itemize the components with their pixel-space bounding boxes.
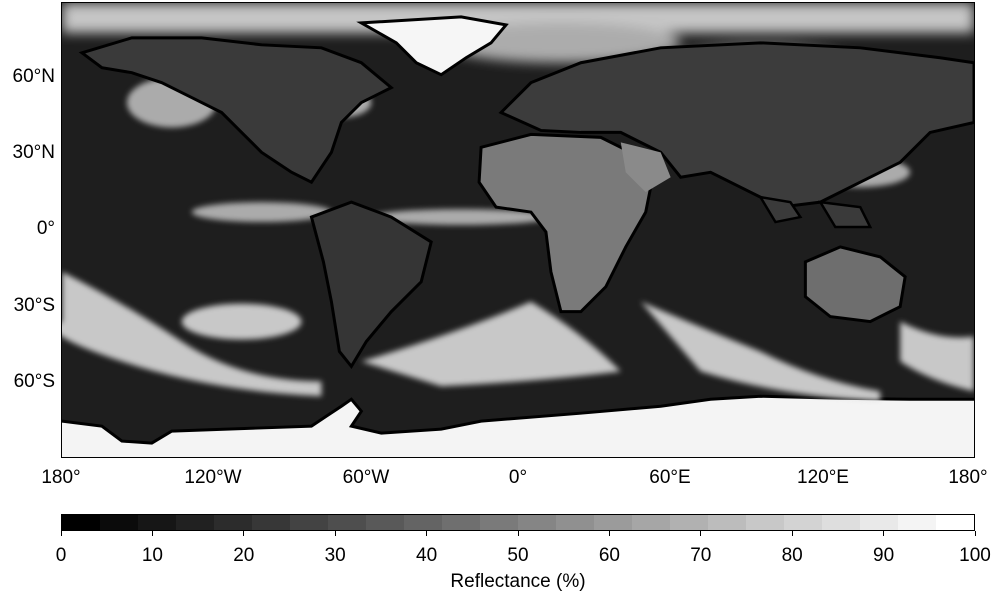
lon-label-120w: 120°W bbox=[184, 467, 242, 488]
colorbar-bin bbox=[366, 515, 404, 530]
colorbar-bin bbox=[784, 515, 822, 530]
maritime-islands bbox=[758, 195, 873, 229]
colorbar-tick-mark bbox=[60, 531, 62, 536]
lat-label-30n: 30°N bbox=[12, 142, 55, 163]
colorbar-bin bbox=[62, 515, 100, 530]
colorbar-bin bbox=[100, 515, 138, 530]
southern-cloud-bands bbox=[62, 271, 974, 402]
colorbar-bin bbox=[822, 515, 860, 530]
africa bbox=[477, 132, 653, 314]
colorbar-bin bbox=[670, 515, 708, 530]
map-image bbox=[62, 3, 974, 457]
colorbar-bin bbox=[594, 515, 632, 530]
lon-label-60w: 60°W bbox=[342, 467, 390, 488]
australia bbox=[803, 245, 907, 324]
colorbar-bin bbox=[252, 515, 290, 530]
lon-label-120e: 120°E bbox=[797, 467, 849, 488]
colorbar-tick-mark bbox=[700, 531, 702, 536]
arabia bbox=[620, 142, 671, 193]
colorbar-bin bbox=[518, 515, 556, 530]
eurasia bbox=[498, 41, 974, 209]
colorbar-tick-label: 10 bbox=[141, 545, 163, 566]
colorbar-label: Reflectance (%) bbox=[450, 571, 586, 592]
colorbar-tick-mark bbox=[608, 531, 610, 536]
colorbar-bin bbox=[328, 515, 366, 530]
colorbar-bin bbox=[936, 515, 974, 530]
lat-label-60s: 60°S bbox=[13, 371, 55, 392]
lon-label-0: 0° bbox=[508, 467, 528, 488]
colorbar-tick-mark bbox=[151, 531, 153, 536]
antarctica bbox=[62, 396, 974, 457]
colorbar-tick-label: 40 bbox=[416, 545, 438, 566]
lat-label-0: 0° bbox=[36, 218, 55, 239]
colorbar-tick-label: 80 bbox=[781, 545, 803, 566]
colorbar-tick-mark bbox=[974, 531, 976, 536]
colorbar-tick-mark bbox=[883, 531, 885, 536]
colorbar-bin bbox=[860, 515, 898, 530]
north-america bbox=[78, 36, 394, 185]
colorbar-tick-label: 70 bbox=[690, 545, 712, 566]
reflectance-map bbox=[61, 2, 975, 458]
colorbar-bin bbox=[708, 515, 746, 530]
colorbar-bin bbox=[746, 515, 784, 530]
colorbar-tick-mark bbox=[334, 531, 336, 536]
colorbar-bin bbox=[290, 515, 328, 530]
lon-label-180e: 180° bbox=[948, 467, 988, 488]
colorbar-bin bbox=[214, 515, 252, 530]
colorbar-tick-label: 0 bbox=[55, 545, 67, 566]
colorbar-bin bbox=[898, 515, 936, 530]
lat-label-60n: 60°N bbox=[12, 66, 55, 87]
colorbar-tick-mark bbox=[426, 531, 428, 536]
lon-label-180w: 180° bbox=[41, 467, 81, 488]
colorbar-bin bbox=[480, 515, 518, 530]
colorbar-tick-label: 30 bbox=[324, 545, 346, 566]
colorbar-tick-label: 50 bbox=[507, 545, 529, 566]
colorbar-tick-label: 20 bbox=[233, 545, 255, 566]
colorbar bbox=[61, 514, 975, 531]
colorbar-bin bbox=[556, 515, 594, 530]
colorbar-bin bbox=[176, 515, 214, 530]
colorbar-tick-label: 90 bbox=[873, 545, 895, 566]
antarctica-coastline bbox=[62, 394, 974, 445]
lon-label-60e: 60°E bbox=[649, 467, 691, 488]
colorbar-tick-mark bbox=[517, 531, 519, 536]
colorbar-tick-label: 60 bbox=[598, 545, 620, 566]
colorbar-tick-mark bbox=[791, 531, 793, 536]
south-america bbox=[309, 200, 433, 370]
colorbar-tick-mark bbox=[243, 531, 245, 536]
colorbar-bin bbox=[404, 515, 442, 530]
colorbar-bin bbox=[138, 515, 176, 530]
greenland bbox=[356, 15, 509, 77]
colorbar-bin bbox=[632, 515, 670, 530]
colorbar-tick-label: 100 bbox=[959, 545, 991, 566]
colorbar-bin bbox=[442, 515, 480, 530]
lat-label-30s: 30°S bbox=[13, 295, 55, 316]
